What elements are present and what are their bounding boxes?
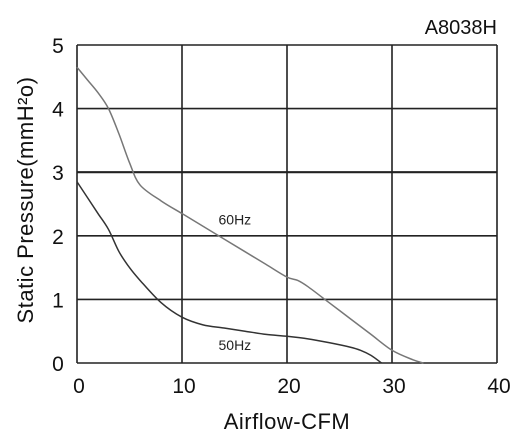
series-layer: 60Hz 50Hz bbox=[76, 66, 424, 364]
x-tick-label: 0 bbox=[73, 375, 85, 398]
series-label-50hz: 50Hz bbox=[219, 337, 252, 353]
x-tick-label: 30 bbox=[382, 375, 405, 398]
y-tick-label: 2 bbox=[52, 226, 64, 249]
grid bbox=[76, 44, 498, 364]
series-line-50hz bbox=[76, 181, 382, 364]
tick-labels: 0 10 20 30 40 0 1 2 3 4 5 bbox=[52, 35, 511, 398]
x-tick-label: 20 bbox=[277, 375, 300, 398]
y-tick-label: 0 bbox=[52, 353, 64, 376]
x-tick-label: 40 bbox=[487, 375, 510, 398]
x-axis-title: Airflow-CFM bbox=[224, 409, 351, 434]
y-tick-label: 4 bbox=[52, 99, 64, 122]
x-tick-label: 10 bbox=[172, 375, 195, 398]
y-axis-title: Static Pressure(mmH²o) bbox=[13, 77, 38, 324]
y-tick-label: 5 bbox=[52, 35, 64, 58]
chart-title: A8038H bbox=[425, 17, 497, 39]
y-tick-label: 3 bbox=[52, 162, 64, 185]
series-line-60hz bbox=[76, 66, 424, 364]
y-tick-label: 1 bbox=[52, 289, 64, 312]
series-label-60hz: 60Hz bbox=[219, 211, 252, 227]
